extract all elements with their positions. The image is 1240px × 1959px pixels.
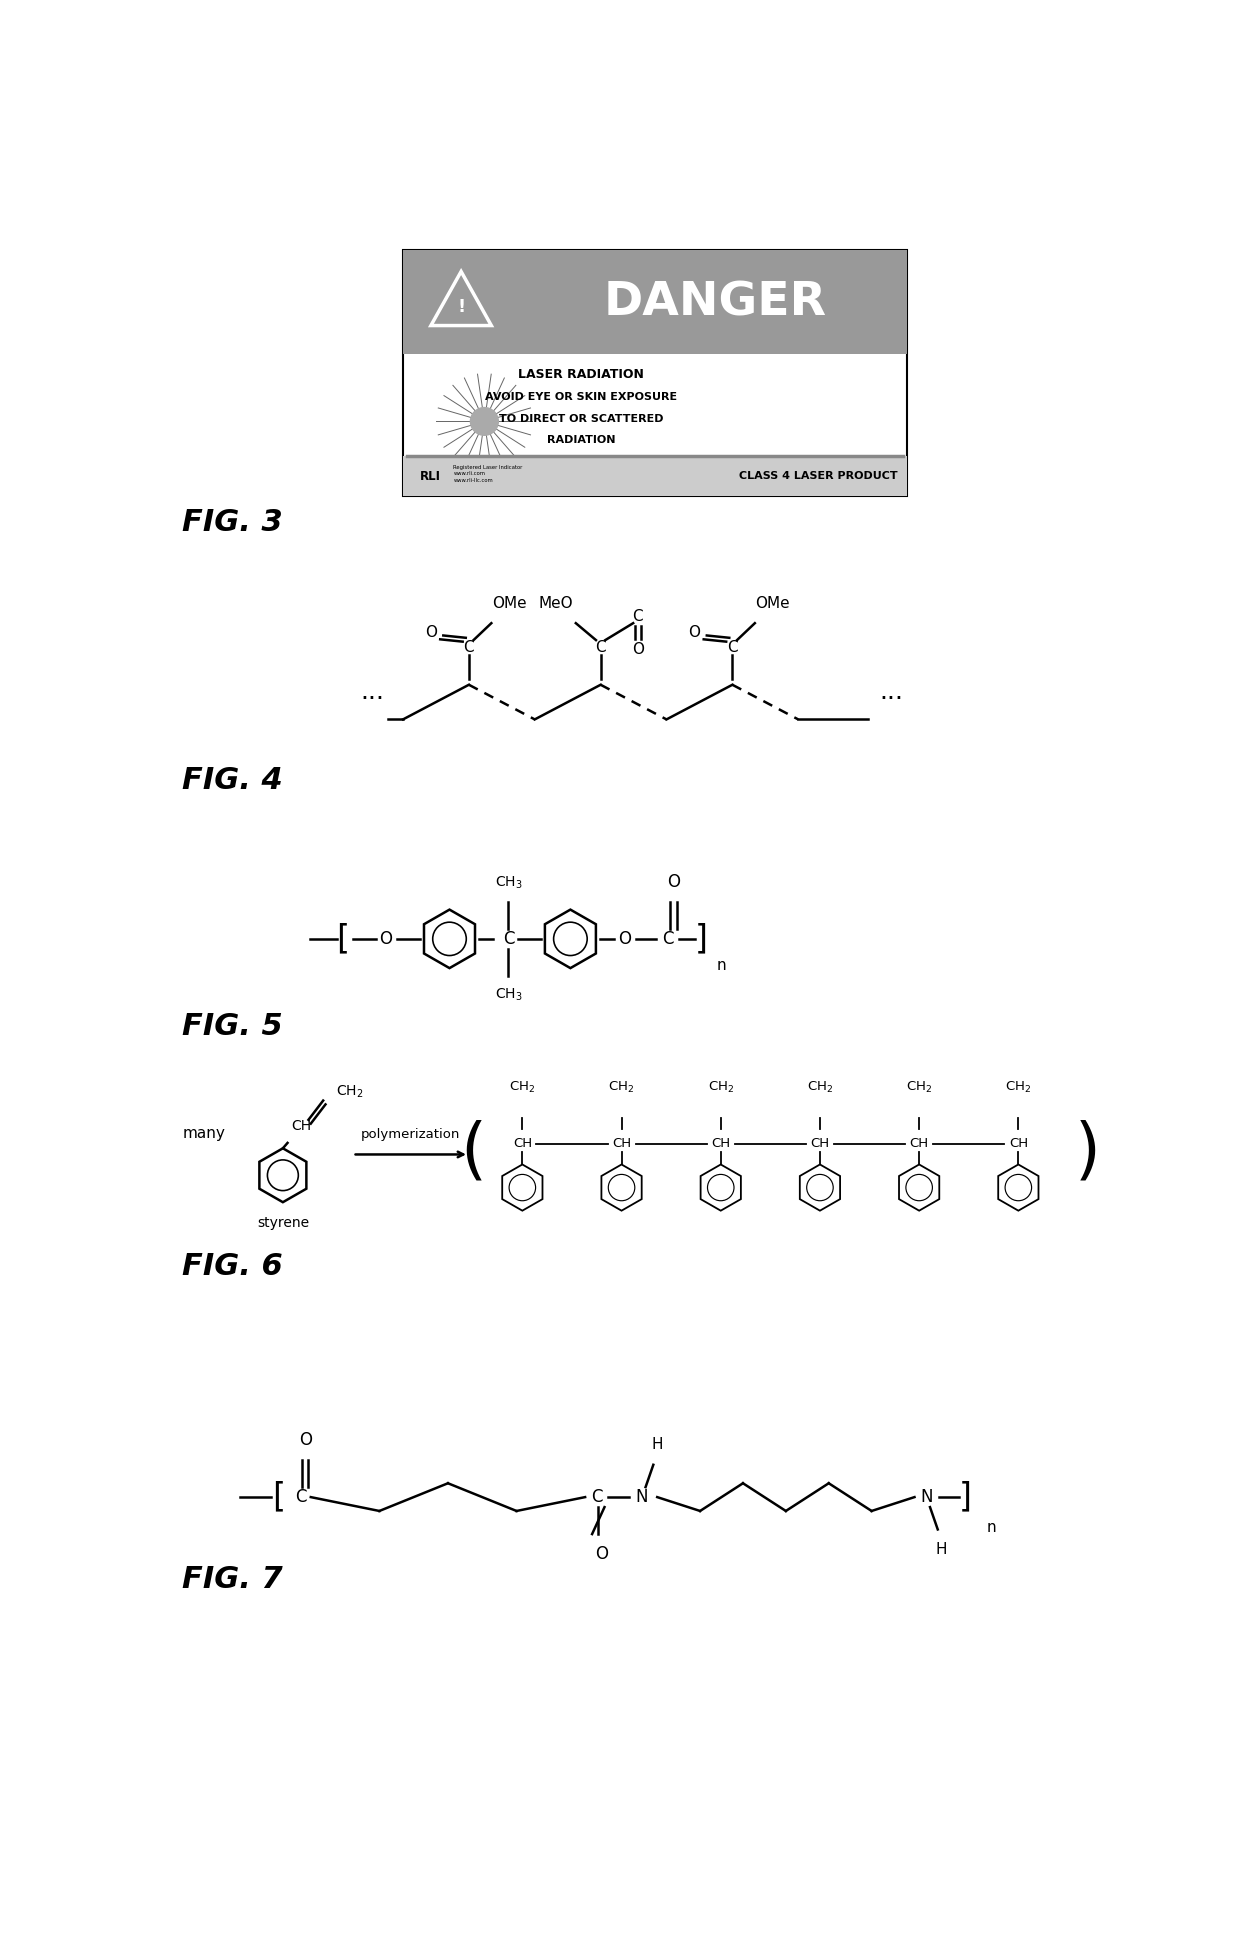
Text: C: C [502,931,515,948]
Text: CH: CH [513,1136,532,1150]
Text: OMe: OMe [492,596,527,611]
Bar [403,249,906,355]
Text: AVOID EYE OR SKIN EXPOSURE: AVOID EYE OR SKIN EXPOSURE [485,392,677,402]
Text: C: C [595,641,606,656]
Text: FIG. 7: FIG. 7 [182,1565,283,1595]
Circle shape [470,407,498,435]
Text: CH: CH [910,1136,929,1150]
Text: O: O [632,643,644,656]
Text: many: many [182,1126,224,1142]
Text: C: C [632,609,644,625]
Text: DANGER: DANGER [604,280,827,325]
Text: !: ! [458,298,465,315]
Text: Registered Laser Indicator
www.rli.com
www.rli-llc.com: Registered Laser Indicator www.rli.com w… [454,464,523,482]
Text: [: [ [336,923,348,956]
Text: CH: CH [811,1136,830,1150]
Text: (: ( [460,1119,486,1185]
Text: [: [ [273,1481,285,1514]
Text: ): ) [1074,1119,1100,1185]
Text: N: N [920,1489,932,1506]
Text: CH$_2$: CH$_2$ [906,1079,932,1095]
Text: CH$_2$: CH$_2$ [1006,1079,1032,1095]
Text: O: O [667,874,680,891]
Text: N: N [635,1489,649,1506]
Text: C: C [662,931,673,948]
Text: O: O [595,1546,608,1563]
Text: C: C [295,1489,306,1506]
Text: CH$_2$: CH$_2$ [510,1079,536,1095]
Text: styrene: styrene [257,1217,309,1230]
Text: CH$_3$: CH$_3$ [495,876,522,891]
Text: ...: ... [879,680,903,705]
Text: CH: CH [1009,1136,1028,1150]
Text: CH$_2$: CH$_2$ [336,1083,363,1099]
Text: FIG. 5: FIG. 5 [182,1013,283,1040]
Text: ]: ] [959,1481,971,1514]
Text: CLASS 4 LASER PRODUCT: CLASS 4 LASER PRODUCT [739,470,898,482]
Text: CH: CH [712,1136,730,1150]
Text: MeO: MeO [538,596,573,611]
Text: n: n [717,958,727,974]
Text: polymerization: polymerization [361,1128,460,1140]
Text: O: O [425,625,436,641]
Text: C: C [464,641,474,656]
Bar [403,456,906,496]
Text: H: H [651,1438,663,1452]
Text: RADIATION: RADIATION [547,435,615,445]
Text: FIG. 4: FIG. 4 [182,766,283,795]
Text: FIG. 3: FIG. 3 [182,507,283,537]
Text: CH$_2$: CH$_2$ [609,1079,635,1095]
Text: TO DIRECT OR SCATTERED: TO DIRECT OR SCATTERED [498,413,663,423]
Text: C: C [591,1489,603,1506]
Text: OMe: OMe [755,596,790,611]
Text: CH$_2$: CH$_2$ [708,1079,734,1095]
Text: C: C [727,641,738,656]
Text: n: n [987,1520,996,1536]
Text: CH: CH [613,1136,631,1150]
Text: RLI: RLI [420,470,441,482]
Text: ...: ... [360,680,384,705]
Text: LASER RADIATION: LASER RADIATION [518,368,645,380]
Polygon shape [432,272,491,325]
Text: O: O [379,931,392,948]
Text: CH: CH [291,1119,311,1132]
Text: CH$_3$: CH$_3$ [495,987,522,1003]
Text: O: O [299,1432,311,1450]
Text: CH$_2$: CH$_2$ [807,1079,833,1095]
FancyBboxPatch shape [403,249,906,496]
Text: O: O [619,931,631,948]
Text: ]: ] [694,923,708,956]
Text: H: H [936,1542,947,1557]
Text: O: O [688,625,701,641]
Text: FIG. 6: FIG. 6 [182,1252,283,1281]
